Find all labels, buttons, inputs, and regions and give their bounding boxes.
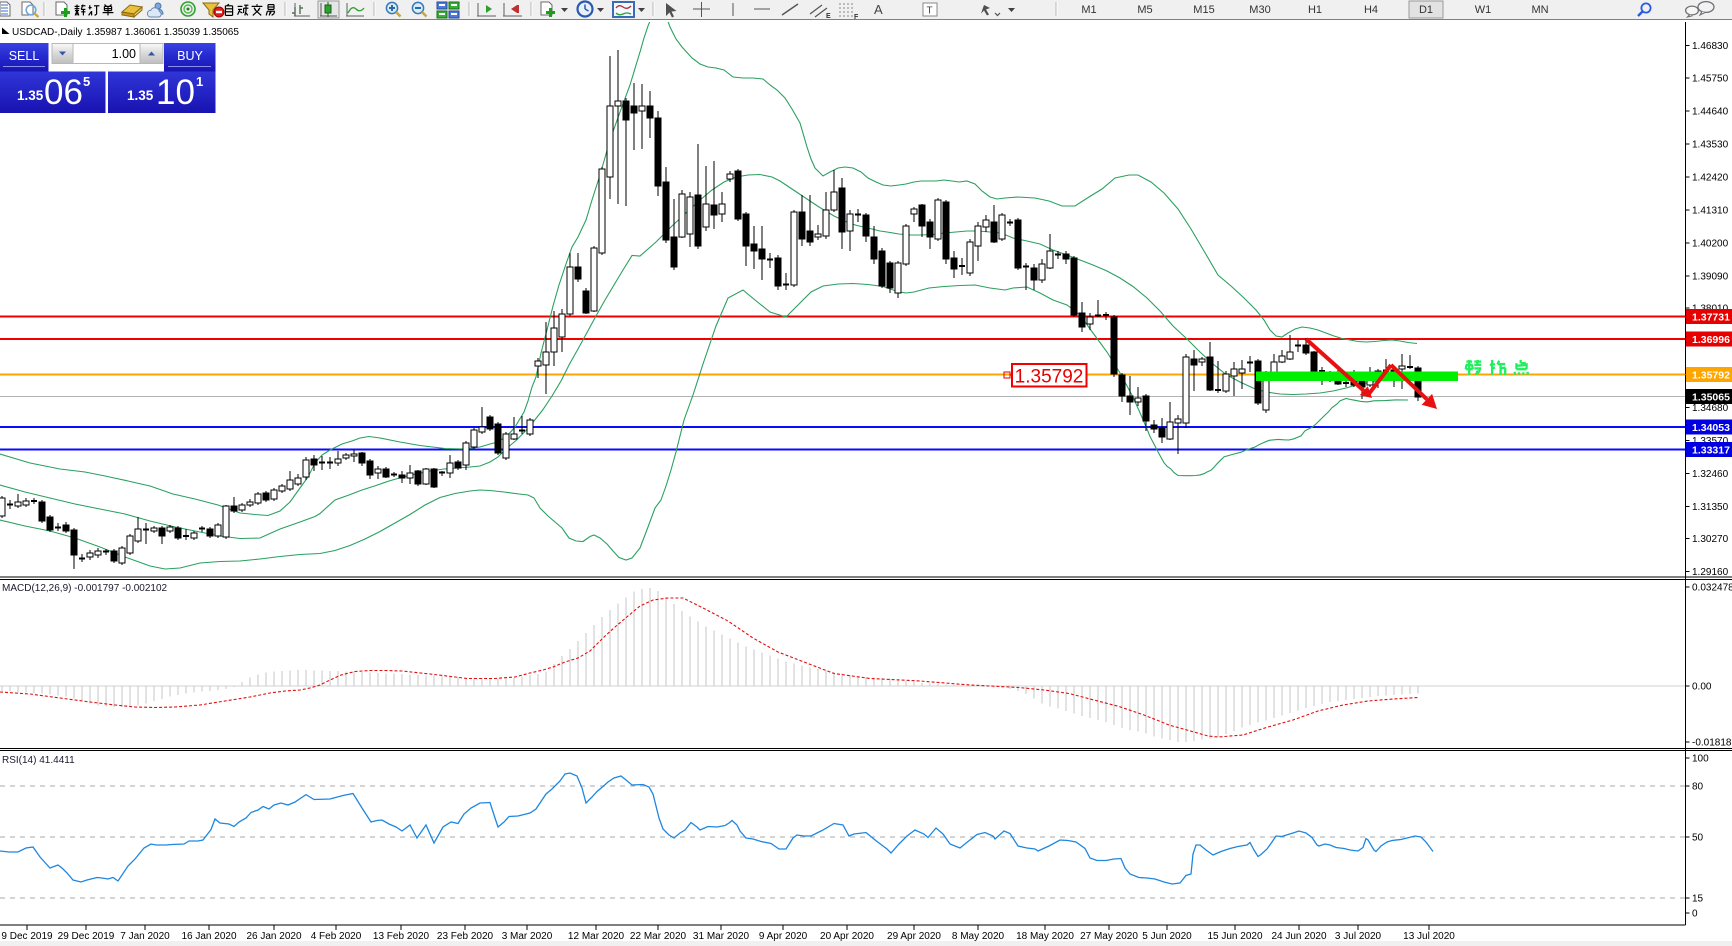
svg-text:1.33317: 1.33317: [1692, 445, 1730, 457]
svg-text:16 Jan 2020: 16 Jan 2020: [181, 931, 236, 942]
svg-text:29 Apr 2020: 29 Apr 2020: [887, 931, 941, 942]
svg-text:1.41310: 1.41310: [1692, 205, 1729, 216]
svg-text:22 Mar 2020: 22 Mar 2020: [630, 931, 687, 942]
svg-text:M30: M30: [1249, 4, 1270, 16]
svg-text:1.00: 1.00: [112, 47, 136, 61]
svg-text:1.44640: 1.44640: [1692, 106, 1729, 117]
svg-text:1.42420: 1.42420: [1692, 172, 1729, 183]
svg-text:USDCAD-,Daily: USDCAD-,Daily: [12, 27, 83, 38]
svg-text:1.46830: 1.46830: [1692, 41, 1729, 52]
svg-text:7 Jan 2020: 7 Jan 2020: [120, 931, 170, 942]
svg-text:1.35065: 1.35065: [1692, 392, 1730, 404]
svg-text:1.43530: 1.43530: [1692, 139, 1729, 150]
svg-text:1.45750: 1.45750: [1692, 73, 1729, 84]
svg-text:1.33570: 1.33570: [1692, 436, 1729, 447]
svg-text:26 Jan 2020: 26 Jan 2020: [246, 931, 301, 942]
svg-text:24 Jun 2020: 24 Jun 2020: [1271, 931, 1326, 942]
svg-text:5 Jun 2020: 5 Jun 2020: [1142, 931, 1192, 942]
svg-text:1.34680: 1.34680: [1692, 403, 1729, 414]
svg-text:4 Feb 2020: 4 Feb 2020: [311, 931, 362, 942]
svg-text:9 Dec 2019: 9 Dec 2019: [1, 931, 53, 942]
svg-text:0: 0: [1692, 909, 1698, 920]
svg-text:H4: H4: [1364, 4, 1378, 16]
svg-text:1.36996: 1.36996: [1692, 334, 1730, 346]
svg-text:29 Dec 2019: 29 Dec 2019: [58, 931, 115, 942]
svg-text:-0.018182: -0.018182: [1692, 738, 1732, 749]
svg-text:1.31350: 1.31350: [1692, 502, 1729, 513]
svg-text:M15: M15: [1193, 4, 1214, 16]
svg-text:1.34053: 1.34053: [1692, 422, 1730, 434]
svg-text:13 Jul 2020: 13 Jul 2020: [1403, 931, 1455, 942]
svg-text:5: 5: [83, 74, 90, 89]
svg-text:D1: D1: [1419, 4, 1433, 16]
svg-text:1.35: 1.35: [17, 88, 44, 103]
svg-text:W1: W1: [1475, 4, 1492, 16]
svg-text:1.29160: 1.29160: [1692, 567, 1729, 578]
svg-text:RSI(14) 41.4411: RSI(14) 41.4411: [2, 755, 75, 766]
svg-text:80: 80: [1692, 782, 1704, 793]
svg-text:MN: MN: [1531, 4, 1548, 16]
svg-text:13 Feb 2020: 13 Feb 2020: [373, 931, 430, 942]
svg-text:12 Mar 2020: 12 Mar 2020: [568, 931, 625, 942]
svg-text:10: 10: [156, 73, 195, 112]
svg-text:9 Apr 2020: 9 Apr 2020: [759, 931, 808, 942]
svg-text:8 May 2020: 8 May 2020: [952, 931, 1005, 942]
svg-text:50: 50: [1692, 832, 1704, 843]
svg-text:0.00: 0.00: [1692, 682, 1712, 693]
svg-text:20 Apr 2020: 20 Apr 2020: [820, 931, 874, 942]
svg-text:06: 06: [44, 73, 83, 112]
svg-text:100: 100: [1692, 754, 1709, 765]
svg-text:18 May 2020: 18 May 2020: [1016, 931, 1074, 942]
svg-text:M1: M1: [1081, 4, 1096, 16]
svg-text:H1: H1: [1308, 4, 1322, 16]
svg-text:15: 15: [1692, 894, 1704, 905]
svg-text:1.35: 1.35: [127, 88, 154, 103]
svg-text:A: A: [874, 2, 883, 17]
svg-text:3 Jul 2020: 3 Jul 2020: [1335, 931, 1382, 942]
svg-text:E: E: [826, 13, 831, 20]
svg-text:T: T: [927, 6, 933, 17]
svg-text:1.32460: 1.32460: [1692, 469, 1729, 480]
svg-text:3 Mar 2020: 3 Mar 2020: [502, 931, 553, 942]
svg-text:31 Mar 2020: 31 Mar 2020: [693, 931, 750, 942]
svg-text:1.35792: 1.35792: [1692, 370, 1730, 382]
svg-text:23 Feb 2020: 23 Feb 2020: [437, 931, 494, 942]
svg-text:M5: M5: [1137, 4, 1152, 16]
svg-text:1.37731: 1.37731: [1692, 312, 1730, 324]
svg-text:1.35792: 1.35792: [1015, 367, 1084, 388]
svg-text:BUY: BUY: [177, 49, 203, 63]
svg-text:F: F: [854, 14, 859, 21]
svg-text:1: 1: [196, 74, 203, 89]
svg-text:1.30270: 1.30270: [1692, 534, 1729, 545]
svg-text:MACD(12,26,9) -0.001797 -0.002: MACD(12,26,9) -0.001797 -0.002102: [2, 583, 168, 594]
svg-text:0.032478: 0.032478: [1692, 583, 1732, 594]
svg-text:1.35987 1.36061 1.35039 1.3506: 1.35987 1.36061 1.35039 1.35065: [86, 27, 239, 38]
svg-text:15 Jun 2020: 15 Jun 2020: [1207, 931, 1262, 942]
svg-text:1.40200: 1.40200: [1692, 239, 1729, 250]
svg-text:SELL: SELL: [9, 49, 40, 63]
svg-text:1.39090: 1.39090: [1692, 272, 1729, 283]
svg-text:27 May 2020: 27 May 2020: [1080, 931, 1138, 942]
